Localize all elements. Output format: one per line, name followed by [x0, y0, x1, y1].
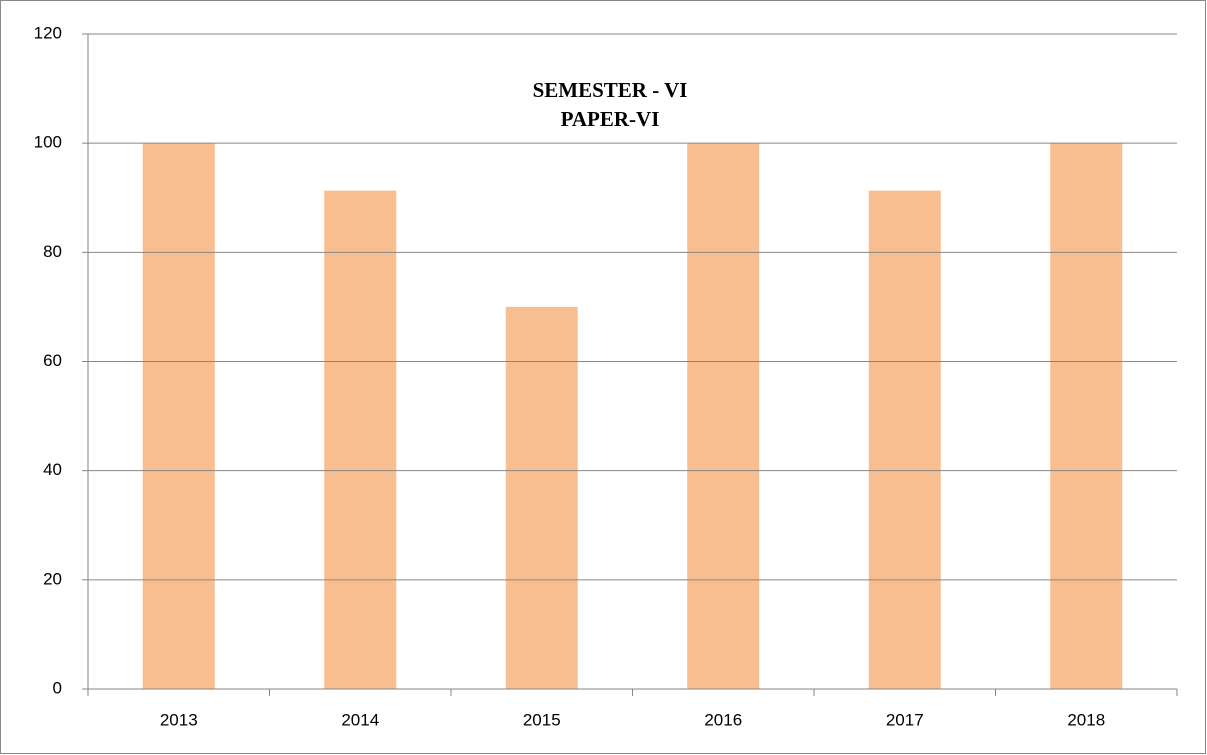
- y-tick-label: 100: [34, 133, 62, 152]
- y-tick-label: 80: [43, 242, 62, 261]
- y-tick-label: 120: [34, 23, 62, 42]
- bar: [1050, 143, 1123, 689]
- bar: [324, 190, 397, 689]
- chart-subtitle: PAPER-VI: [561, 107, 660, 131]
- x-tick-label: 2013: [160, 710, 198, 729]
- bar: [142, 143, 215, 689]
- x-tick-label: 2014: [341, 710, 379, 729]
- x-tick-label: 2016: [704, 710, 742, 729]
- y-tick-label: 60: [43, 351, 62, 370]
- y-tick-label: 40: [43, 460, 62, 479]
- y-tick-label: 20: [43, 569, 62, 588]
- x-tick-label: 2015: [523, 710, 561, 729]
- chart-title: SEMESTER - VI: [533, 78, 688, 102]
- x-tick-label: 2018: [1067, 710, 1105, 729]
- bar: [505, 306, 578, 689]
- x-tick-label: 2017: [886, 710, 924, 729]
- bar: [868, 190, 941, 689]
- y-tick-label: 0: [53, 678, 62, 697]
- bar: [687, 143, 760, 689]
